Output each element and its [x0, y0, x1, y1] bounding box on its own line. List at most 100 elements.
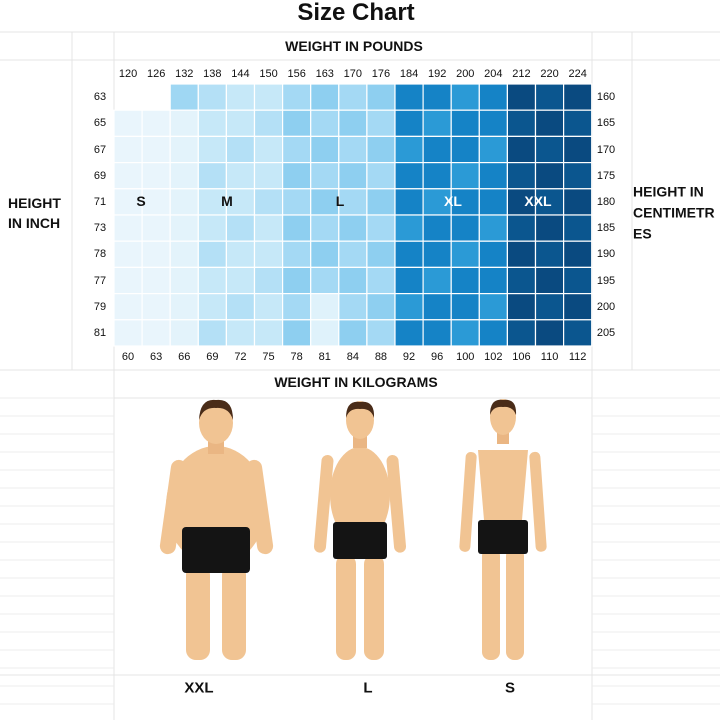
grid-cell — [394, 83, 424, 111]
inch-label: 63 — [93, 91, 107, 104]
grid-cell — [253, 240, 284, 268]
inch-label: 69 — [93, 169, 107, 182]
grid-cell — [113, 319, 143, 347]
figure-xxl — [159, 399, 274, 660]
grid-cell — [338, 83, 368, 111]
grid-cell — [113, 188, 143, 216]
grid-cell — [394, 109, 424, 137]
grid-cell — [113, 293, 143, 321]
grid-cell — [506, 83, 537, 111]
centimetre-label: 205 — [596, 326, 616, 339]
pound-label: 212 — [512, 68, 531, 80]
grid-cell — [310, 266, 340, 295]
grid-cell — [113, 266, 143, 295]
grid-cell — [562, 240, 593, 268]
grid-cell — [366, 188, 396, 216]
grid-cell — [422, 83, 452, 111]
figure-label: XXL — [184, 679, 214, 697]
centimetre-label: 160 — [596, 91, 616, 104]
centimetre-label: 190 — [596, 248, 616, 261]
grid-cell — [506, 109, 537, 137]
grid-cell — [366, 83, 396, 111]
grid-cell — [450, 83, 480, 111]
grid-cell — [338, 266, 368, 295]
grid-cell — [562, 135, 593, 164]
grid-cell — [450, 266, 480, 295]
inch-label: 73 — [93, 222, 107, 235]
grid-cell — [338, 162, 368, 190]
inch-label: 67 — [93, 143, 107, 156]
grid-cell — [534, 109, 565, 137]
grid-cell — [310, 135, 340, 164]
grid-cell — [478, 319, 508, 347]
pound-label: 156 — [287, 68, 306, 80]
grid-cell — [506, 214, 537, 242]
grid-cell — [422, 240, 452, 268]
grid-cell — [169, 293, 199, 321]
centimetre-label: 170 — [596, 143, 616, 156]
grid-cell — [534, 266, 565, 295]
kilogram-label: 81 — [318, 351, 331, 363]
grid-cell — [394, 266, 424, 295]
grid-cell — [253, 135, 284, 164]
grid-cell — [225, 83, 256, 111]
pound-label: 138 — [203, 68, 222, 80]
grid-cell — [534, 319, 565, 347]
grid-cell — [394, 214, 424, 242]
grid-cell — [225, 319, 256, 347]
grid-cell — [338, 135, 368, 164]
inch-label: 78 — [93, 248, 107, 261]
grid-cell — [310, 83, 340, 111]
left-axis-label: HEIGHT IN INCH — [8, 195, 61, 231]
grid-cell — [562, 83, 593, 111]
grid-cell — [450, 135, 480, 164]
grid-cell — [141, 319, 171, 347]
grid-cell — [169, 214, 199, 242]
size-label: XXL — [524, 193, 552, 209]
kilogram-label: 75 — [262, 351, 275, 363]
grid-cell — [450, 240, 480, 268]
grid-cell — [141, 266, 171, 295]
pound-label: 220 — [540, 68, 559, 80]
grid-cell — [141, 293, 171, 321]
grid-cell — [534, 162, 565, 190]
inch-label: 79 — [93, 300, 107, 313]
grid-cell — [534, 83, 565, 111]
grid-cell — [366, 162, 396, 190]
pound-label: 224 — [568, 68, 587, 80]
grid-cell — [310, 293, 340, 321]
kilogram-label: 110 — [540, 351, 559, 363]
kilogram-label: 63 — [150, 351, 163, 363]
inch-label: 77 — [93, 274, 107, 287]
grid-cell — [366, 109, 396, 137]
grid-cell — [506, 162, 537, 190]
size-label: M — [221, 193, 233, 209]
figure-label: S — [504, 679, 516, 697]
grid-cell — [450, 162, 480, 190]
grid-cell — [225, 188, 256, 216]
grid-cell — [394, 188, 424, 216]
grid-cell — [197, 83, 228, 111]
grid-cell — [506, 319, 537, 347]
grid-cell — [394, 293, 424, 321]
grid-cell — [478, 135, 508, 164]
kilogram-label: 84 — [346, 351, 359, 363]
grid-cell — [197, 109, 228, 137]
grid-cell — [169, 83, 199, 111]
grid-cell — [282, 135, 312, 164]
grid-cell — [225, 214, 256, 242]
grid-cell — [422, 293, 452, 321]
pound-label: 126 — [146, 68, 166, 80]
grid-cell — [141, 162, 171, 190]
grid-cell — [450, 109, 480, 137]
figure-s — [459, 399, 547, 660]
grid-cell — [506, 135, 537, 164]
centimetre-label: 180 — [596, 195, 616, 208]
kilogram-label: 92 — [402, 351, 416, 363]
pound-label: 184 — [399, 68, 419, 80]
grid-cell — [282, 240, 312, 268]
pound-label: 144 — [231, 68, 250, 80]
grid-cell — [338, 109, 368, 137]
grid-cell — [253, 83, 284, 111]
